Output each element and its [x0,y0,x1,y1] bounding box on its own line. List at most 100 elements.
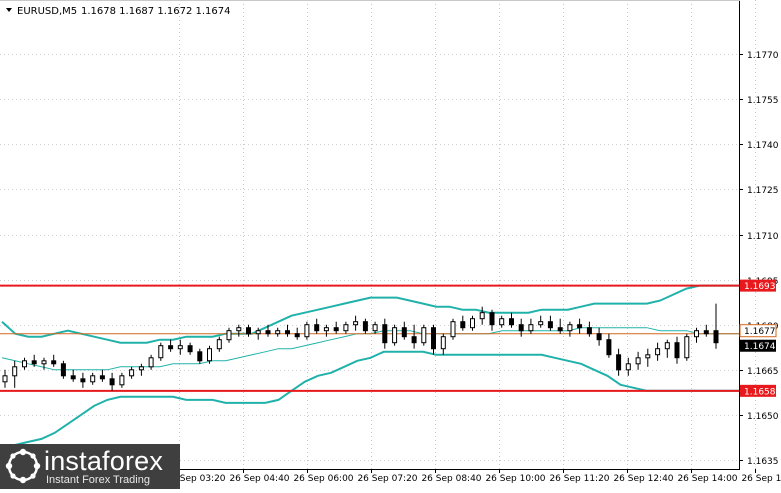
candle [41,357,47,370]
candle [450,318,456,340]
candle [226,327,232,343]
candle-body [567,324,573,332]
candle-body [2,375,8,383]
candle-body [616,354,622,371]
candle-body [713,330,719,344]
candle [51,354,57,367]
candle [70,369,76,382]
candle-body [440,336,446,350]
candle [567,321,573,337]
candle [392,324,398,346]
candle-body [285,330,290,335]
candle-body [596,333,602,341]
candle [372,321,378,334]
candle-body [625,363,631,371]
candle-body [703,330,709,335]
x-tick-label: 26 Sep 07:20 [357,474,417,484]
candle [323,324,329,337]
candle-body [547,321,553,329]
candle-body [392,327,398,344]
bid-price-tag: 1.1677 [739,324,777,338]
candle [177,339,183,355]
y-tick-label: 1.1665 [747,367,779,377]
current-price-tag-text: 1.1674 [744,342,776,352]
y-tick-label: 1.1710 [747,232,779,242]
candle-body [460,321,466,329]
candle [557,318,563,334]
candle [333,321,339,334]
candle [509,312,514,328]
bid-price-tag-text: 1.1677 [744,327,776,337]
candle [479,306,485,325]
candle-body [60,363,66,377]
candle-body [216,339,222,350]
candle-body [226,330,232,341]
candle-body [255,330,261,335]
candle [138,363,144,376]
candle [80,372,86,388]
candle-body [177,345,183,350]
candle [362,318,368,334]
candle-body [138,366,144,371]
candle-body [99,375,105,380]
candle-body [499,318,505,326]
candle [655,342,661,361]
candle [489,309,495,331]
candle-body [90,375,96,383]
level-price-tag-bg [740,384,776,397]
triangle-down-icon[interactable] [6,8,12,12]
y-tick-label: 1.1740 [747,141,779,151]
bid-price-tag-bg [739,324,777,338]
instaforex-logo-icon [5,448,41,484]
x-axis-ticks: 26 Sep 03:20 26 Sep 04:40 26 Sep 06:00 26 S… [165,469,781,484]
candle-body [51,360,57,365]
candle [99,369,105,382]
candle [119,372,125,388]
current-price-tag-bg [740,339,776,352]
candle-body [674,342,680,359]
candle-body [158,345,164,359]
candle-body [314,324,320,332]
y-tick-label: 1.1770 [747,51,779,61]
candle [304,321,310,340]
candle-body [655,348,661,356]
candle [168,339,174,352]
candle-body [450,321,456,338]
candle-body [431,327,436,350]
candle-body [509,318,514,326]
candle [148,354,154,370]
candle-body [148,357,154,368]
candle [538,315,544,328]
candle [421,324,427,346]
candle [528,318,534,334]
x-tick-label: 26 Sep 10:00 [485,474,545,484]
candle [60,360,66,379]
instaforex-logo: instaforex Instant Forex Trading [0,444,180,489]
candle [713,303,719,349]
candle [431,324,436,355]
x-tick-label: 26 Sep 04:40 [229,474,289,484]
ohlc-values: 1.1678 1.1687 1.1672 1.1674 [81,6,231,17]
candle-body [470,318,475,329]
price-labels: 1.1693 1.1658 1.1677 1.1674 [739,279,777,397]
candle-body [31,360,37,365]
candle-body [577,324,583,329]
x-tick-label: 26 Sep 11:20 [549,474,609,484]
candle [12,360,18,388]
candle [343,321,349,334]
candle [674,336,680,364]
candle [401,321,407,340]
candle-body [343,324,349,332]
candle-body [411,336,417,344]
candle [207,345,212,364]
candle-body [479,312,485,320]
bollinger-upper-line [1,284,739,344]
x-tick-label: 26 Sep 06:00 [293,474,353,484]
candle [440,333,446,355]
candle [265,324,271,337]
candle [645,348,651,367]
candle [499,315,505,328]
candle [547,315,553,331]
